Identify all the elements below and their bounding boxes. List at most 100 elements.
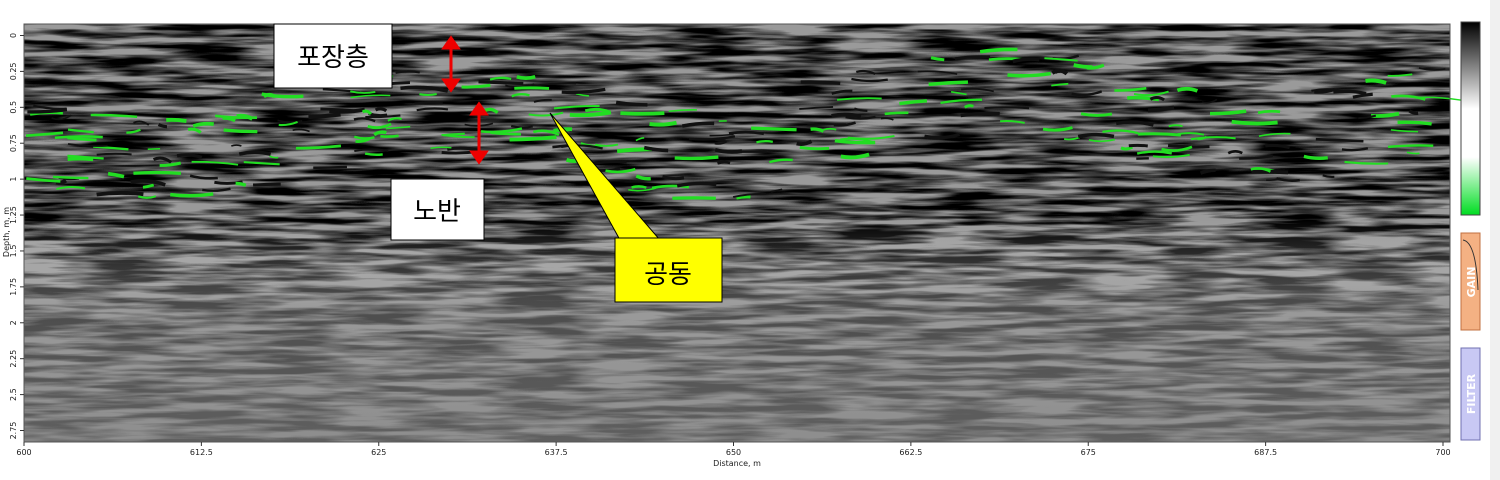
reflection (1051, 82, 1069, 87)
reflection (350, 94, 391, 99)
reflection (1007, 71, 1051, 78)
reflection (269, 155, 279, 159)
reflection (930, 56, 945, 62)
reflection (202, 187, 231, 192)
reflection (231, 144, 242, 147)
reflection (800, 80, 841, 85)
reflection (884, 111, 909, 116)
reflection (1168, 124, 1183, 128)
reflection (1120, 145, 1134, 151)
reflection (509, 135, 557, 142)
reflection (107, 171, 125, 179)
reflection (532, 82, 577, 88)
reflection (235, 181, 247, 187)
reflection (954, 55, 991, 61)
reflection (514, 86, 550, 90)
reflection (799, 105, 834, 110)
reflection (1352, 92, 1373, 99)
scrollbar[interactable] (1490, 0, 1500, 480)
reflection (51, 114, 72, 121)
x-tick-label: 625 (371, 448, 386, 457)
x-tick-label: 687.5 (1254, 448, 1277, 457)
reflection (361, 109, 373, 116)
color-bar (1460, 21, 1481, 216)
reflection (831, 112, 862, 119)
reflection (1051, 69, 1061, 75)
reflection (1397, 120, 1432, 126)
reflection (191, 160, 239, 166)
reflection (1250, 167, 1272, 173)
reflection (709, 133, 734, 137)
reflection (367, 122, 392, 130)
reflection (963, 104, 974, 109)
reflection (27, 107, 68, 114)
reflection (511, 93, 530, 98)
reflection (810, 127, 825, 133)
reflection (252, 182, 281, 187)
reflection (277, 119, 303, 123)
x-tick-label: 662.5 (899, 448, 922, 457)
reflections (25, 47, 1461, 200)
reflection (295, 144, 342, 150)
reflection (387, 117, 402, 122)
reflection (353, 135, 375, 140)
reflection (461, 83, 491, 89)
reflection (899, 99, 928, 106)
reflection (984, 106, 1030, 110)
reflection (52, 175, 89, 180)
reflection (799, 146, 830, 151)
y-tick-label: 1.25 (9, 206, 18, 224)
reflection (1127, 95, 1160, 102)
reflection (142, 183, 155, 189)
gain-label: GAIN (1465, 267, 1478, 298)
reflection (735, 194, 751, 200)
reflection (292, 128, 310, 133)
reflection (67, 143, 108, 147)
reflection (796, 139, 813, 146)
reflection (1406, 151, 1420, 155)
reflection (1264, 143, 1291, 150)
y-tick-label: 0.25 (9, 62, 18, 80)
reflection (620, 111, 665, 116)
gain-button[interactable] (1460, 232, 1481, 331)
reflection (1358, 114, 1377, 120)
reflection (1149, 95, 1165, 102)
reflection (1391, 94, 1426, 101)
reflection (320, 107, 357, 113)
annotation: 공동 (644, 260, 692, 290)
x-axis-label: Distance, m (713, 459, 761, 468)
reflection (96, 190, 144, 197)
reflection (834, 139, 876, 145)
reflection (446, 146, 480, 152)
reflection (1080, 112, 1113, 117)
reflection (728, 130, 765, 136)
reflection (67, 128, 94, 134)
reflection (928, 80, 968, 87)
reflection (840, 152, 870, 160)
reflection (26, 177, 61, 183)
reflection (1258, 132, 1291, 138)
reflection (478, 80, 524, 86)
reflection (395, 70, 420, 74)
reflection (831, 89, 853, 95)
reflection (133, 170, 182, 176)
reflection (1315, 137, 1364, 143)
reflection (480, 127, 523, 134)
reflection (823, 127, 837, 131)
reflection (189, 174, 218, 180)
reflection (400, 85, 449, 93)
reflection (651, 184, 690, 190)
reflection (643, 145, 669, 153)
reflection (1161, 145, 1193, 152)
reflection (1201, 98, 1218, 104)
reflection (533, 98, 552, 103)
reflection (25, 131, 64, 138)
reflection (851, 77, 888, 83)
y-tick-label: 2.75 (9, 422, 18, 440)
reflection (414, 101, 443, 105)
reflection (1133, 90, 1169, 97)
reflection (845, 115, 876, 120)
filter-button[interactable] (1460, 347, 1481, 441)
reflection (575, 93, 590, 97)
reflection (238, 150, 272, 156)
